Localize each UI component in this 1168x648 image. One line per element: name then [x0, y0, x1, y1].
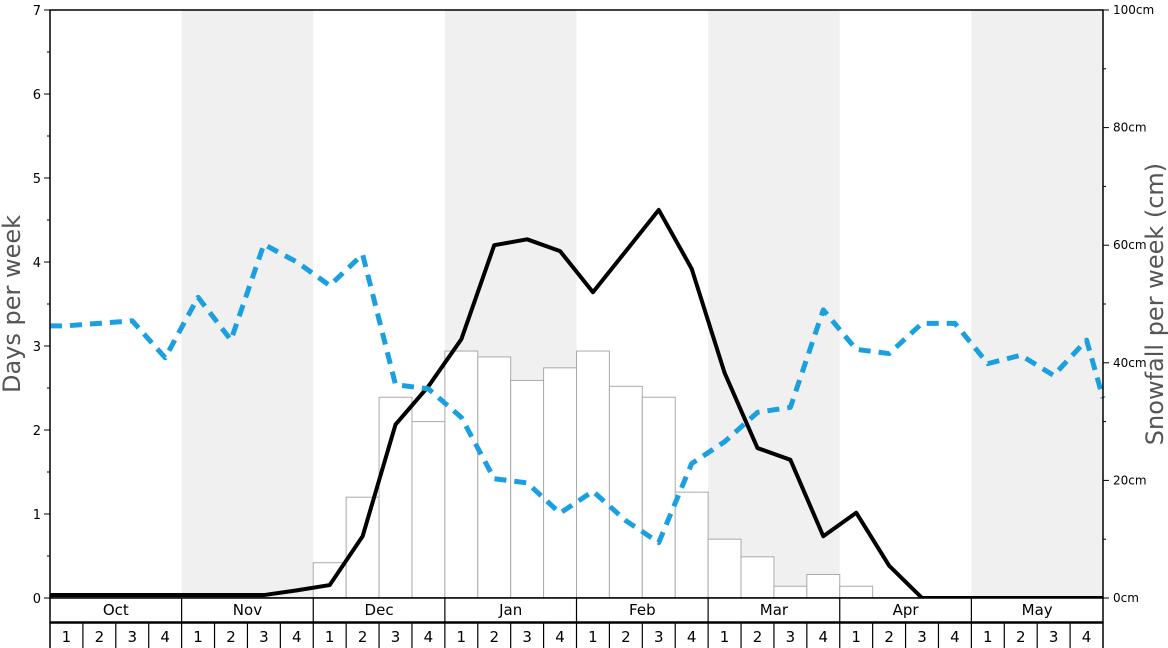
week-label: 4	[424, 628, 434, 646]
y-axis-label-left: Days per week	[0, 215, 26, 393]
month-label: Nov	[233, 601, 262, 619]
month-label: Mar	[760, 601, 789, 619]
month-label: Jan	[498, 601, 522, 619]
week-label: 3	[259, 628, 269, 646]
left-tick-label: 5	[33, 172, 41, 187]
week-label: 2	[489, 628, 499, 646]
week-label: 2	[1016, 628, 1026, 646]
bar	[773, 585, 808, 599]
week-label: 4	[819, 628, 829, 646]
week-label: 1	[851, 628, 861, 646]
right-tick-label: 80cm	[1113, 121, 1147, 135]
week-label: 4	[950, 628, 960, 646]
month-label: Apr	[893, 601, 920, 619]
bar	[674, 491, 709, 599]
week-label: 3	[786, 628, 796, 646]
week-label: 2	[621, 628, 631, 646]
week-label: 1	[983, 628, 993, 646]
band-may	[971, 10, 1103, 598]
month-label: Dec	[365, 601, 394, 619]
bar	[510, 379, 545, 599]
week-label: 2	[226, 628, 236, 646]
bar-series	[312, 350, 874, 599]
band-mar	[708, 10, 840, 598]
bar	[345, 496, 380, 599]
right-tick-label: 60cm	[1113, 238, 1147, 252]
week-label: 2	[95, 628, 105, 646]
y-axis-label-right: Snowfall per week (cm)	[1141, 163, 1168, 445]
left-tick-label: 6	[33, 88, 41, 103]
week-label-row: 1 2 3 4 1 2 3 4 1 2 3 4 1 2 3 4 1 2 3 4 1 2 3 4 1 2 3 4 1 2 3 4	[49, 622, 1104, 648]
dashed-line-series	[50, 241, 1106, 546]
right-tick-label: 100cm	[1113, 3, 1154, 17]
right-tick-label: 40cm	[1113, 356, 1147, 370]
week-label: 4	[160, 628, 170, 646]
week-label: 1	[62, 628, 72, 646]
month-label: May	[1022, 601, 1053, 619]
left-tick-label: 3	[33, 340, 41, 355]
right-axis: 0cm 20cm 40cm 60cm 80cm 100cm	[1103, 3, 1154, 605]
bar	[608, 385, 643, 599]
week-label: 3	[391, 628, 401, 646]
bar	[576, 350, 610, 599]
month-label-row: Oct Nov Dec Jan Feb Mar Apr May	[49, 597, 1104, 623]
week-label: 1	[193, 628, 203, 646]
bar	[740, 556, 775, 599]
dashed-line	[50, 241, 1106, 546]
week-label: 1	[720, 628, 730, 646]
bar	[411, 421, 446, 599]
bar	[707, 538, 742, 599]
bar	[444, 350, 479, 599]
week-label: 3	[917, 628, 927, 646]
week-label: 3	[127, 628, 137, 646]
month-label: Feb	[629, 601, 656, 619]
bar	[477, 356, 512, 599]
week-label: 3	[654, 628, 664, 646]
left-axis: 0 1 2 3 4 5 6 7	[33, 4, 50, 607]
left-tick-label: 2	[33, 424, 41, 439]
bar	[641, 396, 676, 599]
left-tick-label: 1	[33, 508, 41, 523]
week-label: 1	[588, 628, 598, 646]
month-bands	[181, 10, 1103, 598]
bar	[839, 585, 874, 599]
week-label: 2	[884, 628, 894, 646]
month-label: Oct	[103, 601, 129, 619]
week-label: 1	[325, 628, 335, 646]
week-label: 4	[555, 628, 565, 646]
week-label: 4	[292, 628, 302, 646]
week-label: 4	[1082, 628, 1092, 646]
right-tick-label: 0cm	[1113, 591, 1139, 605]
week-label: 2	[753, 628, 763, 646]
right-tick-label: 20cm	[1113, 473, 1147, 487]
left-tick-label: 0	[33, 592, 41, 607]
week-label: 2	[358, 628, 368, 646]
bar	[543, 367, 577, 599]
left-tick-label: 7	[33, 4, 41, 19]
week-label: 4	[687, 628, 697, 646]
left-tick-label: 4	[33, 256, 41, 271]
week-label: 3	[522, 628, 532, 646]
bar	[806, 573, 841, 599]
week-label: 3	[1049, 628, 1059, 646]
week-label: 1	[457, 628, 467, 646]
